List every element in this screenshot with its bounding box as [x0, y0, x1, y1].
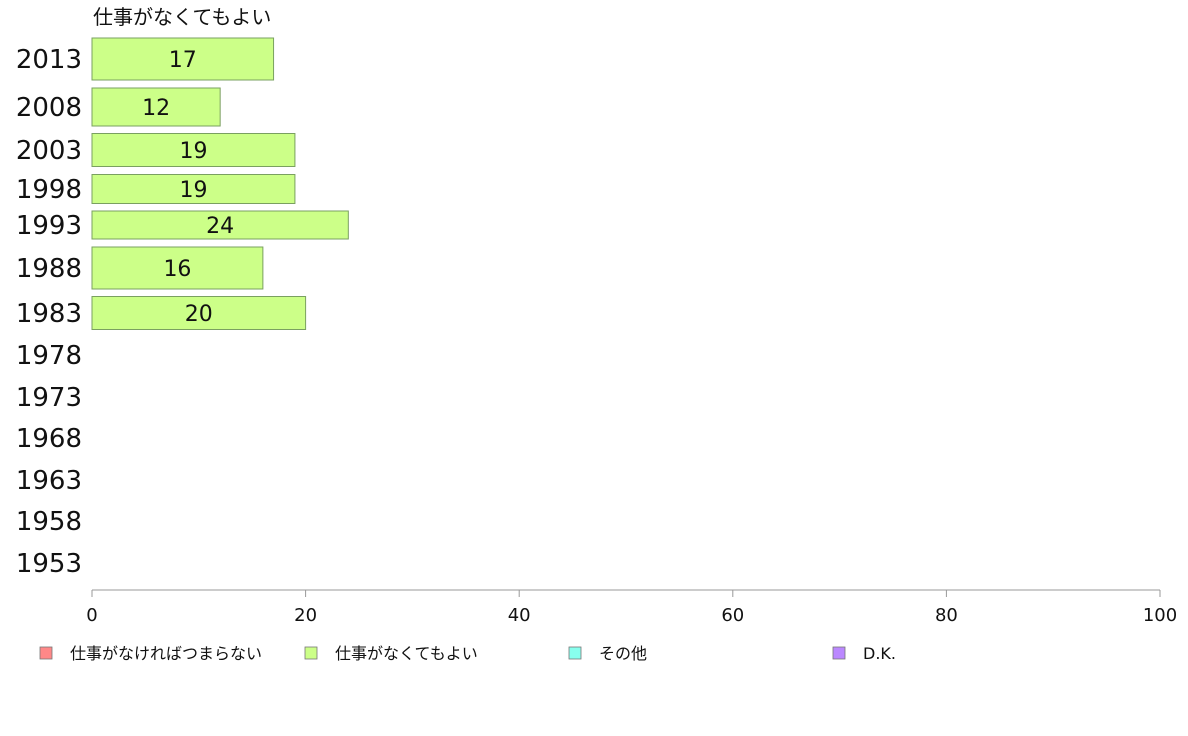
x-tick-label: 80: [935, 605, 958, 626]
year-label: 1983: [16, 299, 82, 329]
bar: [91, 296, 307, 330]
bar: [91, 87, 221, 127]
legend-label: D.K.: [863, 644, 896, 663]
legend-swatch: [39, 646, 53, 660]
legend-label: 仕事がなければつまらない: [70, 644, 262, 663]
data-label: 19: [179, 139, 207, 164]
data-label: 17: [169, 48, 197, 73]
legend-swatch: [568, 646, 582, 660]
data-label: 20: [185, 302, 213, 327]
year-label: 2008: [16, 93, 82, 123]
year-label: 1958: [16, 507, 82, 537]
x-axis: 0 20 40 60 80 100: [86, 589, 1177, 626]
x-tick-label: 100: [1143, 605, 1177, 626]
year-label: 1998: [16, 175, 82, 205]
year-label: 1953: [16, 549, 82, 579]
legend-swatch: [304, 646, 318, 660]
bar: [91, 174, 296, 204]
x-tick-label: 20: [294, 605, 317, 626]
legend: 仕事がなければつまらない 仕事がなくてもよい その他 D.K.: [39, 644, 896, 663]
chart-title: 仕事がなくてもよい: [93, 5, 271, 29]
x-tick-label: 60: [721, 605, 744, 626]
data-label: 12: [142, 96, 170, 121]
x-tick-label: 0: [86, 605, 97, 626]
legend-label: その他: [599, 644, 647, 663]
year-label: 1963: [16, 466, 82, 496]
data-label: 16: [163, 257, 191, 282]
chart-rows: 2013 17 2008 12 2003 19 1998 19 1993 24 1988 16 1983…: [16, 37, 349, 579]
bar: [91, 210, 349, 240]
legend-swatch: [832, 646, 846, 660]
bar: [91, 246, 264, 290]
legend-label: 仕事がなくてもよい: [335, 644, 478, 663]
year-label: 1988: [16, 254, 82, 284]
year-label: 1968: [16, 424, 82, 454]
year-label: 1978: [16, 341, 82, 371]
year-label: 1993: [16, 211, 82, 241]
year-label: 1973: [16, 383, 82, 413]
bar: [91, 133, 296, 167]
data-label: 24: [206, 214, 234, 239]
year-label: 2003: [16, 136, 82, 166]
year-label: 2013: [16, 45, 82, 75]
x-tick-label: 40: [508, 605, 531, 626]
bar: [91, 37, 275, 81]
data-label: 19: [179, 178, 207, 203]
